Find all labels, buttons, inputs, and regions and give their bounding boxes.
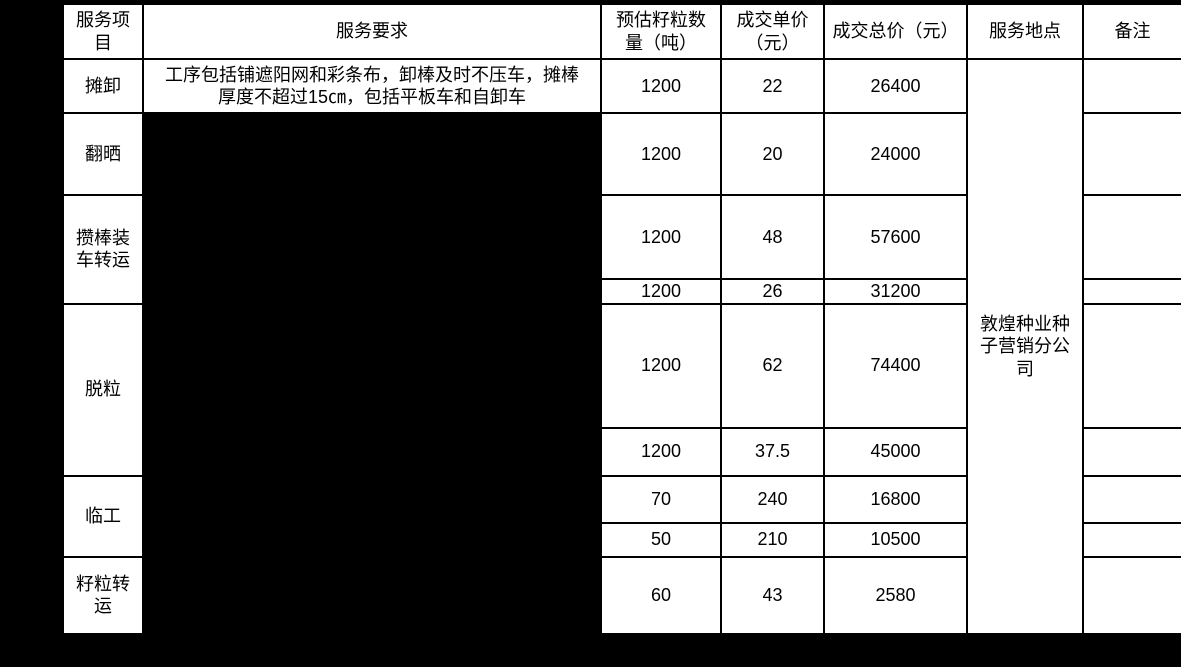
- quantity-cell: 60: [600, 555, 722, 635]
- unit-price-cell: 240: [720, 474, 825, 524]
- service-location-cell: 敦煌种业种子营销分公司: [966, 58, 1084, 635]
- unit-price-cell: 20: [720, 112, 825, 196]
- table-header: 服务项目 服务要求 预估籽粒数量（吨） 成交单价（元） 成交总价（元） 服务地点…: [62, 3, 1181, 60]
- total-price-cell: 24000: [823, 112, 968, 196]
- header-service-requirements: 服务要求: [142, 3, 602, 60]
- unit-price-cell: 22: [720, 58, 825, 114]
- header-total-price: 成交总价（元）: [823, 3, 968, 60]
- service-item-cell: 籽粒转运: [62, 555, 144, 635]
- remark-cell: [1082, 555, 1181, 635]
- quantity-cell: 50: [600, 521, 722, 558]
- total-price-cell: 74400: [823, 302, 968, 429]
- unit-price-cell: 48: [720, 194, 825, 280]
- total-price-cell: 10500: [823, 521, 968, 558]
- quantity-cell: 1200: [600, 58, 722, 114]
- unit-price-cell: 43: [720, 555, 825, 635]
- table-row: 籽粒转运 60 43 2580: [62, 555, 1181, 635]
- quantity-cell: 1200: [600, 426, 722, 477]
- quantity-cell: 1200: [600, 278, 722, 305]
- remark-cell: [1082, 194, 1181, 280]
- unit-price-cell: 26: [720, 278, 825, 305]
- table-row: 50 210 10500: [63, 521, 1181, 558]
- remark-cell: [1082, 302, 1181, 429]
- remark-cell: [1082, 521, 1181, 558]
- header-service-location: 服务地点: [966, 3, 1084, 60]
- header-estimated-quantity: 预估籽粒数量（吨）: [600, 3, 722, 60]
- requirement-cell-redacted: [142, 521, 602, 558]
- total-price-cell: 2580: [823, 555, 968, 635]
- table-row: 攒棒装车转运 1200 48 57600: [62, 194, 1181, 305]
- table-row: 翻晒 1200 20 24000: [62, 112, 1181, 196]
- service-item-cell: 脱粒: [62, 302, 144, 477]
- total-price-cell: 16800: [823, 474, 968, 524]
- quantity-cell: 70: [600, 474, 722, 524]
- unit-price-cell: 210: [720, 521, 825, 558]
- header-remarks: 备注: [1082, 3, 1181, 60]
- total-price-cell: 31200: [823, 278, 968, 305]
- header-unit-price: 成交单价（元）: [720, 3, 825, 60]
- requirement-cell-redacted: [142, 194, 602, 280]
- unit-price-cell: 62: [720, 302, 825, 429]
- service-pricing-table: 服务项目 服务要求 预估籽粒数量（吨） 成交单价（元） 成交总价（元） 服务地点…: [62, 3, 1181, 635]
- total-price-cell: 26400: [823, 58, 968, 114]
- quantity-cell: 1200: [600, 112, 722, 196]
- table-row: 1200 37.5 45000: [63, 426, 1181, 477]
- remark-cell: [1082, 278, 1181, 305]
- requirement-cell-redacted: [142, 112, 602, 196]
- table-row: 临工 70 240 16800: [62, 474, 1181, 558]
- requirement-cell-redacted: [142, 555, 602, 635]
- total-price-cell: 57600: [823, 194, 968, 280]
- requirement-cell-redacted: [142, 426, 602, 477]
- unit-price-cell: 37.5: [720, 426, 825, 477]
- quantity-cell: 1200: [600, 302, 722, 429]
- requirement-cell-redacted: [142, 302, 602, 429]
- header-row: 服务项目 服务要求 预估籽粒数量（吨） 成交单价（元） 成交总价（元） 服务地点…: [62, 3, 1181, 60]
- table-body: 摊卸 工序包括铺遮阳网和彩条布，卸棒及时不压车，摊棒厚度不超过15㎝，包括平板车和…: [62, 58, 1181, 635]
- requirement-cell: 工序包括铺遮阳网和彩条布，卸棒及时不压车，摊棒厚度不超过15㎝，包括平板车和自卸…: [142, 58, 602, 114]
- requirement-cell-redacted: [142, 474, 602, 524]
- quantity-cell: 1200: [600, 194, 722, 280]
- service-item-cell: 攒棒装车转运: [62, 194, 144, 305]
- service-item-cell: 翻晒: [62, 112, 144, 196]
- remark-cell: [1082, 426, 1181, 477]
- table-row: 摊卸 工序包括铺遮阳网和彩条布，卸棒及时不压车，摊棒厚度不超过15㎝，包括平板车和…: [62, 58, 1181, 635]
- remark-cell: [1082, 112, 1181, 196]
- header-service-item: 服务项目: [62, 3, 144, 60]
- remark-cell: [1082, 58, 1181, 114]
- requirement-cell-redacted: [142, 278, 602, 305]
- service-item-cell: 临工: [62, 474, 144, 558]
- table-row: 脱粒 1200 62 74400: [62, 302, 1181, 477]
- service-item-cell: 摊卸: [62, 58, 144, 114]
- total-price-cell: 45000: [823, 426, 968, 477]
- remark-cell: [1082, 474, 1181, 524]
